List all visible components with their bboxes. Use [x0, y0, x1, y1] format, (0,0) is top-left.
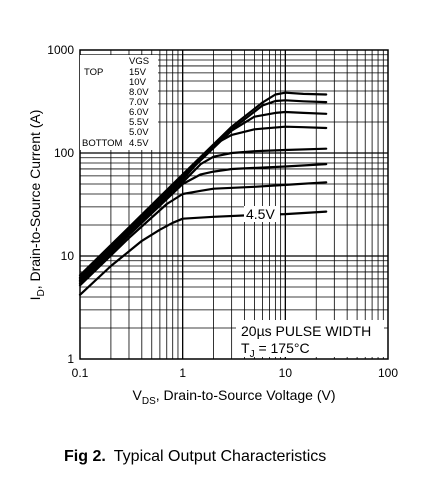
legend-background [80, 55, 158, 150]
legend-entry: 15V [129, 67, 147, 78]
series-line-5-0v [78, 181, 328, 287]
plot-frame [79, 49, 389, 360]
legend-entry: 8.0V [129, 87, 149, 98]
figure-caption: Fig 2. Typical Output Characteristics [64, 448, 326, 466]
series-group [78, 91, 328, 296]
y-tick-label: 1000 [47, 43, 74, 57]
x-tick-label: 1 [179, 366, 186, 380]
y-tick-label: 1 [67, 352, 74, 366]
y-tick-label: 100 [54, 146, 74, 160]
y-axis-label: ID, Drain-to-Source Current (A) [27, 110, 47, 301]
pulse-width-label: 20µs PULSE WIDTH [241, 323, 371, 339]
figure-number: Fig 2. [64, 448, 106, 465]
legend-entry: 5.0V [129, 127, 149, 138]
legend-entry: 6.0V [129, 107, 149, 118]
figure-title: Typical Output Characteristics [113, 448, 327, 465]
x-tick-label: 100 [378, 366, 398, 380]
legend-header: VGS [129, 56, 149, 67]
legend-entry: 4.5V [129, 138, 149, 149]
series-line-8-0v [78, 110, 328, 280]
y-tick-labels: 1 10 100 1000 [47, 43, 74, 366]
x-tick-label: 0.1 [72, 366, 89, 380]
y-tick-label: 10 [61, 249, 75, 263]
legend-entry: 10V [129, 77, 147, 88]
conditions-background [236, 320, 384, 357]
series-line-5-5v [78, 163, 328, 285]
x-axis-label: VDS, Drain-to-Source Voltage (V) [133, 387, 336, 407]
curve-label-background [244, 206, 280, 222]
legend-bottom-label: BOTTOM [82, 138, 123, 149]
curve-label-4-5v: 4.5V [246, 206, 275, 222]
x-tick-labels: 0.1 1 10 100 [72, 366, 399, 380]
series-line-7-0v [78, 125, 328, 282]
series-line-6-0v [78, 147, 328, 283]
x-tick-label: 10 [279, 366, 293, 380]
legend-entry: 5.5V [129, 117, 149, 128]
junction-temperature-label: TJ = 175°C [241, 340, 310, 360]
legend-top-label: TOP [84, 67, 103, 78]
legend: VGS TOP 15V 10V 8.0V 7.0V 6.0V 5.5V 5.0V… [82, 56, 149, 149]
legend-entry: 7.0V [129, 97, 149, 108]
